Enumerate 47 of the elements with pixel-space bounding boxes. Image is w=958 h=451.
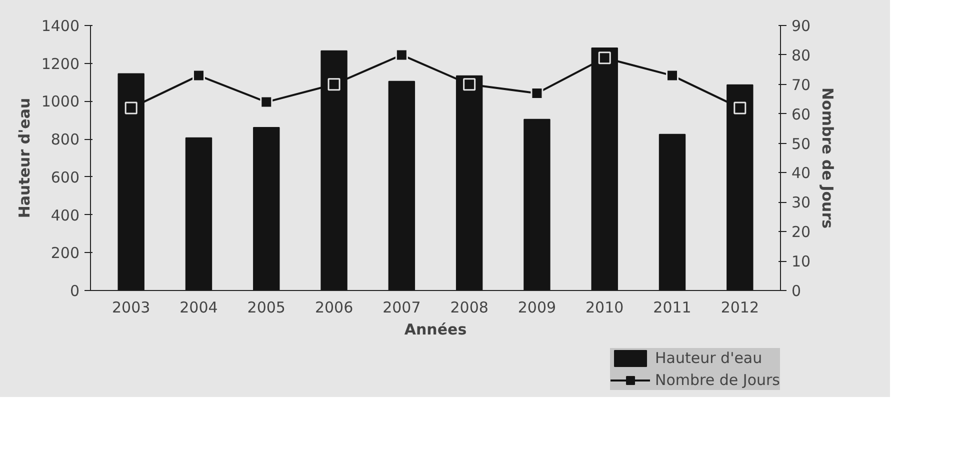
point	[463, 78, 476, 91]
legend-label: Hauteur d'eau	[655, 349, 762, 367]
y2-tick-label: 0	[792, 282, 802, 300]
x-axis-title: Années	[404, 320, 467, 338]
bar	[658, 134, 686, 290]
point	[328, 78, 340, 91]
point	[734, 102, 746, 114]
bar	[185, 137, 212, 290]
point	[598, 52, 611, 64]
bar	[253, 127, 280, 290]
y-tick-label: 600	[50, 168, 80, 186]
x-tick-label: 2006	[314, 298, 354, 316]
y2-tick-label: 50	[792, 134, 811, 153]
x-tick-label: 2011	[653, 298, 692, 316]
y-tick-label: 200	[50, 244, 80, 262]
y2-tick-label: 20	[792, 223, 811, 242]
point	[666, 69, 679, 82]
bar	[388, 80, 416, 290]
y2-axis-title: Nombre de Jours	[818, 87, 837, 229]
y2-tick-label: 70	[792, 76, 811, 94]
x-tick-label: 2005	[247, 298, 286, 316]
legend-label: Nombre de Jours	[655, 371, 780, 389]
y2-tick-label: 90	[792, 17, 811, 35]
y2-tick-label: 10	[792, 252, 811, 271]
point	[395, 48, 408, 62]
point	[260, 96, 273, 108]
y-tick-label: 400	[50, 206, 80, 224]
y2-tick-label: 30	[792, 194, 811, 212]
x-tick-label: 2003	[112, 298, 150, 316]
x-tick-label: 2007	[382, 298, 421, 316]
bar	[524, 118, 550, 290]
point	[192, 69, 205, 82]
x-tick-label: 2010	[586, 298, 624, 316]
y-tick-label: 800	[50, 130, 80, 149]
point	[124, 102, 138, 114]
y2-tick-label: 80	[792, 46, 811, 64]
y-axis-title: Hauteur d'eau	[15, 98, 34, 218]
y-tick-label: 1400	[41, 17, 80, 35]
x-tick-label: 2012	[720, 298, 760, 316]
y-tick-label: 0	[70, 282, 80, 300]
y-tick-label: 1200	[41, 54, 80, 73]
x-tick-label: 2004	[180, 298, 218, 316]
y-tick-label: 1000	[41, 92, 80, 111]
y2-tick-label: 60	[792, 105, 811, 124]
y2-tick-label: 40	[792, 164, 811, 182]
x-tick-label: 2009	[518, 298, 556, 316]
x-tick-label: 2008	[450, 298, 488, 316]
